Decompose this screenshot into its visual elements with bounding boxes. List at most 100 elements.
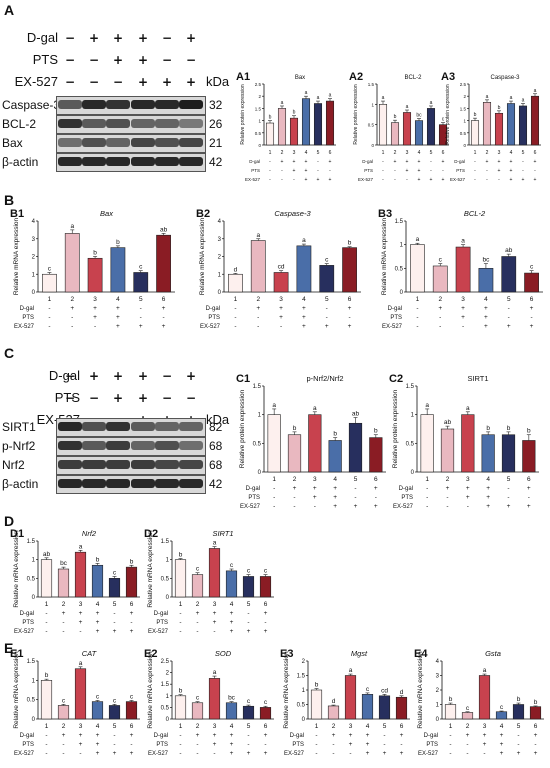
chart-treatment-sign: + — [394, 159, 397, 165]
chart-treatment-sign: - — [293, 177, 295, 183]
chart-category-label: 1 — [234, 296, 238, 303]
blot-treatment-sign: − — [88, 75, 100, 89]
chart-category-label: 5 — [507, 296, 511, 303]
chart-tick-label: 1.5 — [27, 539, 36, 545]
chart-category-label: 3 — [466, 476, 470, 483]
chart-treatment-sign: + — [70, 305, 74, 312]
chart-tick-label: 2.5 — [460, 82, 467, 87]
chart-category-label: 2 — [486, 150, 489, 156]
chart-treatment-sign: - — [400, 741, 402, 748]
chart-bar — [481, 434, 495, 473]
chart-treatment-sign: - — [449, 741, 451, 748]
chart-treatment-sign: - — [130, 741, 132, 748]
chart-sig-letter: a — [522, 98, 525, 104]
chart-treatment-sign: - — [449, 732, 451, 739]
chart-tick-label: 1 — [436, 703, 440, 709]
blot-band — [155, 422, 179, 431]
chart-treatment-sign: - — [113, 732, 115, 739]
chart-treatment-sign: - — [474, 177, 476, 183]
blot-band — [155, 479, 179, 488]
blot-band — [106, 441, 130, 450]
chart-category-label: 2 — [446, 476, 450, 483]
chart-treatment-sign: + — [486, 485, 490, 492]
chart-treatment-sign: - — [269, 159, 271, 165]
chart-category-label: 3 — [93, 296, 97, 303]
chart-treatment-sign: + — [62, 610, 66, 617]
chart-treatment-sign: - — [508, 305, 510, 312]
chart-sig-letter: c — [196, 566, 200, 573]
blot-protein-label: β-actin — [2, 155, 39, 169]
blot-kda-header: kDa — [206, 74, 230, 89]
chart-tick-label: 4 — [218, 219, 222, 225]
chart-treatment-sign: - — [281, 177, 283, 183]
chart-sig-letter: bc — [60, 560, 68, 567]
chart-tick-label: 0.5 — [406, 441, 415, 447]
chart-bar — [426, 108, 436, 146]
chart-tick-label: 2 — [258, 94, 261, 99]
chart-treatment-sign: - — [264, 619, 266, 626]
chart-treatment-sign: - — [522, 168, 524, 174]
blot-band — [82, 460, 106, 469]
chart-treatment-sign: + — [486, 159, 489, 165]
chart-bar — [470, 120, 480, 146]
chart-bar — [530, 95, 540, 146]
chart-bar — [455, 246, 471, 293]
chart-sig-letter: a — [256, 232, 260, 239]
chart-sig-letter: ab — [352, 411, 360, 418]
chart-treatment-sign: - — [462, 323, 464, 330]
chart-category-label: 5 — [517, 723, 521, 730]
chart-treatment-sign: + — [418, 177, 421, 183]
chart-treatment-sign: + — [302, 323, 306, 330]
blot-kda-value: 26 — [209, 117, 223, 131]
chart-treatment-sign: - — [507, 485, 509, 492]
blot-treatment-sign: + — [137, 53, 149, 67]
chart-treatment-label: EX-527 — [245, 177, 261, 182]
chart-category-label: 6 — [400, 723, 404, 730]
chart-b2-caspase3-mrna: B2 Caspase-3 Relative mRNA expression 0 1 2 3 4… — [196, 208, 361, 330]
chart-treatment-sign: + — [230, 610, 234, 617]
chart-category-label: 4 — [302, 296, 306, 303]
chart-sig-letter: a — [461, 238, 465, 245]
chart-category-label: 3 — [213, 723, 217, 730]
chart-treatment-sign: + — [348, 323, 352, 330]
chart-treatment-sign: + — [302, 305, 306, 312]
chart-treatment-sign: + — [293, 159, 296, 165]
chart-treatment-sign: + — [96, 619, 100, 626]
western-blot-a: D-gal − + + + − + PTS − − + + − − EX-527− − − + + + kDa Caspa… — [0, 0, 230, 172]
chart-sig-letter: a — [70, 223, 74, 230]
chart-treatment-sign: - — [264, 741, 266, 748]
blot-band — [131, 119, 155, 128]
blot-treatment-sign: + — [161, 75, 173, 89]
chart-tick-label: 0.5 — [253, 441, 262, 447]
chart-treatment-sign: - — [426, 494, 428, 501]
blot-band — [106, 479, 130, 488]
blot-band — [155, 138, 179, 147]
blot-kda-value: 42 — [209, 477, 223, 491]
chart-tick-label: 1 — [302, 688, 306, 694]
chart-category-label: 4 — [510, 150, 513, 156]
chart-treatment-sign: - — [315, 732, 317, 739]
chart-bar — [289, 117, 299, 146]
chart-category-label: 1 — [45, 723, 49, 730]
blot-band — [131, 479, 155, 488]
chart-category-label: 1 — [315, 723, 319, 730]
chart-bar — [501, 256, 517, 293]
chart-category-label: 6 — [130, 723, 134, 730]
chart-treatment-sign: + — [256, 305, 260, 312]
chart-panel-id: E4 — [414, 648, 428, 660]
chart-bar — [410, 244, 425, 293]
chart-sig-letter: a — [349, 667, 353, 674]
blot-kda-header: kDa — [206, 412, 230, 427]
blot-treatment-sign: + — [137, 369, 149, 383]
chart-bar — [348, 422, 363, 473]
chart-treatment-sign: + — [213, 619, 217, 626]
chart-category-label: 6 — [162, 296, 166, 303]
chart-tick-label: 2.5 — [255, 82, 262, 87]
chart-treatment-sign: - — [71, 323, 73, 330]
chart-category-label: 4 — [116, 296, 120, 303]
blot-treatment-label: PTS — [54, 390, 80, 405]
chart-treatment-label: D-gal — [249, 159, 260, 164]
chart-treatment-sign: - — [234, 314, 236, 321]
chart-treatment-sign: - — [62, 750, 64, 757]
chart-treatment-sign: + — [329, 177, 332, 183]
